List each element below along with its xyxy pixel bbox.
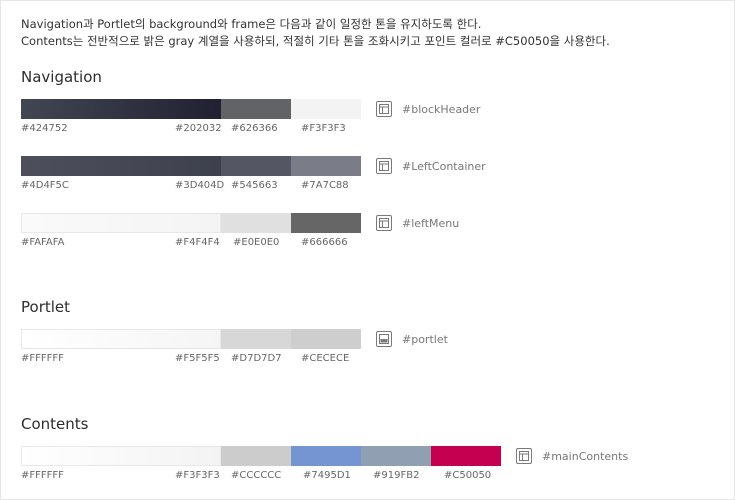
swatch-bar xyxy=(21,99,361,119)
gradient-swatch xyxy=(21,446,221,466)
swatch-bar xyxy=(21,213,361,233)
hex-label: #3D404D xyxy=(175,180,225,191)
intro-line-2: Contents는 전반적으로 밝은 gray 계열을 사용하되, 적절히 기타… xyxy=(21,34,610,48)
layout-header-sidebar-icon xyxy=(516,448,532,464)
hex-label: #424752 xyxy=(21,123,68,134)
palette-row-maincontents: #FFFFFF #F3F3F3 #CCCCCC #7495D1 #919FB2 … xyxy=(21,446,721,486)
hex-label: #919FB2 xyxy=(373,470,420,481)
hex-label: #F3F3F3 xyxy=(175,470,220,481)
gradient-swatch xyxy=(21,156,221,176)
palette-row-blockheader: #424752 #202032 #626366 #F3F3F3 #blockHe… xyxy=(21,99,721,139)
swatch-bar xyxy=(21,156,361,176)
tag-label: #portlet xyxy=(402,332,448,346)
palette-row-portlet: #FFFFFF #F5F5F5 #D7D7D7 #CECECE #portlet xyxy=(21,329,721,369)
hex-label: #E0E0E0 xyxy=(233,237,280,248)
color-swatch xyxy=(291,446,361,466)
section-title-navigation: Navigation xyxy=(21,68,102,86)
hex-label: #4D4F5C xyxy=(21,180,69,191)
swatch-bar xyxy=(21,446,501,466)
hex-label: #CCCCCC xyxy=(231,470,282,481)
color-swatch xyxy=(221,213,291,233)
hex-label: #FFFFFF xyxy=(21,470,64,481)
tag-label: #mainContents xyxy=(542,449,629,463)
tag-label: #leftMenu xyxy=(402,216,460,230)
hex-label: #666666 xyxy=(301,237,348,248)
tag-label: #blockHeader xyxy=(402,102,481,116)
layout-header-sidebar-icon xyxy=(376,101,392,117)
intro-line-1: Navigation과 Portlet의 background와 frame은 … xyxy=(21,17,482,31)
color-swatch xyxy=(291,156,361,176)
hex-label: #202032 xyxy=(175,123,222,134)
hex-label: #FAFAFA xyxy=(21,237,65,248)
hex-label: #C50050 xyxy=(444,470,492,481)
gradient-swatch xyxy=(21,213,221,233)
hex-label: #CECECE xyxy=(301,353,350,364)
tag-label: #LeftContainer xyxy=(402,159,486,173)
hex-label: #F3F3F3 xyxy=(301,123,346,134)
section-title-portlet: Portlet xyxy=(21,298,71,316)
hex-label: #7495D1 xyxy=(303,470,351,481)
color-swatch xyxy=(291,213,361,233)
tag-blockheader: #blockHeader xyxy=(376,99,480,119)
tag-maincontents: #mainContents xyxy=(516,446,628,466)
gradient-swatch xyxy=(21,99,221,119)
color-swatch xyxy=(291,99,361,119)
hex-label: #D7D7D7 xyxy=(231,353,282,364)
layout-header-sidebar-icon xyxy=(376,215,392,231)
color-swatch xyxy=(361,446,431,466)
hex-label: #7A7C88 xyxy=(301,180,349,191)
tag-leftmenu: #leftMenu xyxy=(376,213,459,233)
color-swatch xyxy=(291,329,361,349)
color-swatch xyxy=(221,99,291,119)
section-title-contents: Contents xyxy=(21,415,89,433)
palette-row-leftmenu: #FAFAFA #F4F4F4 #E0E0E0 #666666 #leftMen… xyxy=(21,213,721,253)
tag-leftcontainer: #LeftContainer xyxy=(376,156,486,176)
layout-header-sidebar-icon xyxy=(376,158,392,174)
color-swatch xyxy=(221,446,291,466)
gradient-swatch xyxy=(21,329,221,349)
color-swatch xyxy=(431,446,501,466)
swatch-bar xyxy=(21,329,361,349)
color-swatch xyxy=(221,156,291,176)
layout-portlet-icon xyxy=(376,331,392,347)
palette-row-leftcontainer: #4D4F5C #3D404D #545663 #7A7C88 #LeftCon… xyxy=(21,156,721,196)
hex-label: #F5F5F5 xyxy=(175,353,220,364)
hex-label: #626366 xyxy=(231,123,278,134)
hex-label: #545663 xyxy=(231,180,278,191)
tag-portlet: #portlet xyxy=(376,329,448,349)
hex-label: #FFFFFF xyxy=(21,353,64,364)
intro-text: Navigation과 Portlet의 background와 frame은 … xyxy=(21,16,610,50)
color-swatch xyxy=(221,329,291,349)
hex-label: #F4F4F4 xyxy=(175,237,220,248)
